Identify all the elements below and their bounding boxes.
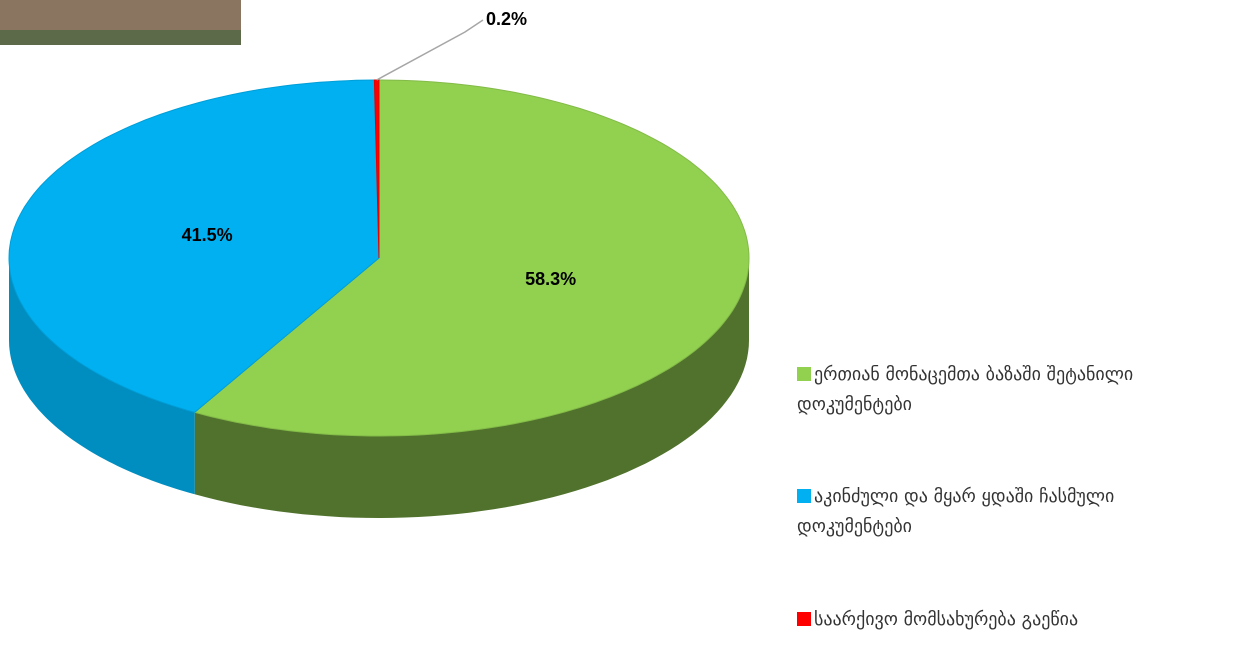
legend-label: აკინძული და მყარ ყდაში ჩასმული დოკუმენტე… [797,486,1114,537]
legend-item: საარქივო მომსახურება გაეწია [797,605,1217,635]
leader-line [377,20,483,80]
data-label: 58.3% [525,269,576,289]
legend-label: საარქივო მომსახურება გაეწია [814,609,1078,630]
legend-item: ერთიან მონაცემთა ბაზაში შეტანილი დოკუმენ… [797,360,1217,420]
legend-swatch [797,612,811,626]
data-label: 0.2% [486,9,527,29]
data-label: 41.5% [182,225,233,245]
chart: 58.3% 41.5% 0.2% [0,0,780,651]
legend-item: აკინძული და მყარ ყდაში ჩასმული დოკუმენტე… [797,482,1217,542]
legend-label: ერთიან მონაცემთა ბაზაში შეტანილი დოკუმენ… [797,364,1133,415]
header-photo-ground [0,30,241,45]
legend-swatch [797,489,811,503]
page: 58.3% 41.5% 0.2% ერთიან მონაცემთა ბაზაში შ… [0,0,1238,651]
legend-swatch [797,367,811,381]
